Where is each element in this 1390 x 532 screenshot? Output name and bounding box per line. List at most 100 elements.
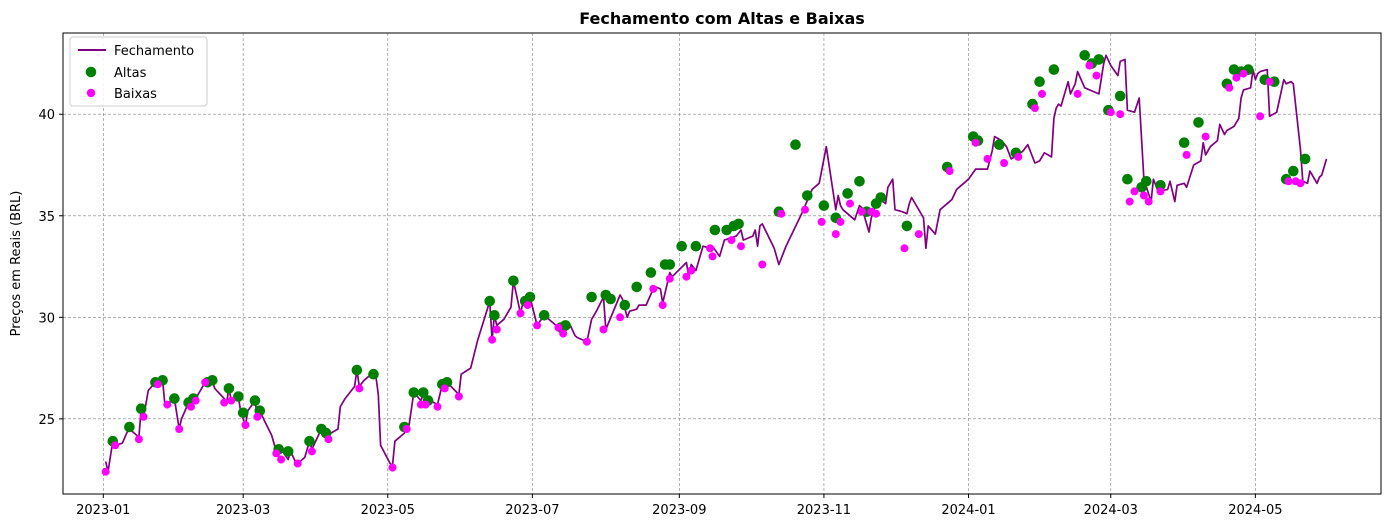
x-tick-label: 2023-01 [76, 503, 130, 518]
low-point [1156, 187, 1165, 196]
low-point [324, 435, 333, 444]
low-point [388, 463, 397, 472]
low-point [454, 392, 463, 401]
high-point [1141, 176, 1152, 187]
high-point [994, 139, 1005, 150]
low-point [599, 325, 608, 334]
low-point [355, 384, 364, 393]
low-point [971, 138, 980, 147]
low-point [758, 260, 767, 269]
x-tick-label: 2024-01 [941, 503, 995, 518]
high-point [304, 435, 315, 447]
legend-marker-highs [85, 66, 97, 78]
low-point [516, 309, 525, 318]
y-tick-label: 30 [38, 311, 55, 326]
low-point [831, 230, 840, 239]
x-tick-label: 2023-11 [797, 503, 851, 518]
low-point [582, 337, 591, 346]
legend-marker-lows [86, 88, 96, 98]
low-point [1256, 112, 1265, 121]
low-point [1265, 77, 1274, 86]
low-point [945, 167, 954, 176]
y-tick-label: 35 [38, 210, 55, 225]
low-point [616, 313, 625, 322]
low-point [559, 329, 568, 338]
high-point [709, 224, 721, 236]
legend-label-lows: Baixas [114, 87, 157, 102]
low-point [1201, 132, 1210, 141]
low-point [554, 323, 563, 332]
low-point [153, 380, 162, 389]
low-point [421, 400, 430, 409]
high-point [124, 421, 135, 433]
low-point [687, 266, 696, 275]
high-point [1048, 64, 1060, 75]
low-point [523, 301, 532, 310]
high-point [645, 267, 657, 278]
legend-label-highs: Altas [114, 66, 147, 81]
high-point [664, 259, 676, 270]
low-point [658, 301, 667, 310]
lows-points [101, 61, 1305, 476]
high-point [842, 188, 853, 199]
low-point [272, 449, 281, 458]
low-point [846, 199, 854, 208]
high-point [538, 310, 550, 321]
x-tick-label: 2023-03 [216, 503, 270, 518]
low-point [201, 378, 210, 387]
low-point [175, 425, 184, 433]
y-tick-label: 40 [38, 108, 55, 123]
low-point [277, 455, 286, 464]
low-point [801, 205, 809, 214]
high-point [223, 383, 235, 394]
low-point [488, 335, 497, 344]
high-point [249, 395, 261, 406]
low-point [307, 447, 316, 456]
high-point [605, 293, 616, 305]
low-point [492, 325, 501, 334]
low-point [253, 412, 262, 421]
low-point [649, 284, 658, 293]
high-point [901, 220, 913, 232]
high-point [368, 368, 379, 380]
low-point [708, 252, 717, 261]
high-point [524, 291, 536, 303]
high-point [1193, 117, 1204, 128]
low-point [191, 396, 200, 405]
low-point [900, 244, 909, 253]
high-point [1122, 173, 1133, 185]
low-point [682, 272, 691, 281]
low-point [241, 421, 250, 429]
low-point [402, 425, 411, 433]
high-point [508, 275, 519, 287]
x-tick-label: 2023-05 [361, 503, 415, 518]
low-point [1182, 150, 1191, 159]
low-point [187, 402, 195, 411]
low-point [665, 274, 674, 283]
low-point [134, 435, 143, 444]
x-tick-label: 2024-05 [1228, 503, 1282, 518]
high-point [1155, 180, 1166, 191]
high-point [676, 240, 687, 252]
low-point [101, 467, 110, 476]
high-point [233, 391, 244, 402]
high-point [282, 446, 294, 457]
x-tick-label: 2024-03 [1084, 503, 1138, 518]
low-point [706, 244, 715, 253]
high-point [1299, 153, 1311, 165]
low-point [163, 400, 172, 409]
high-point [733, 218, 744, 230]
low-point [836, 217, 845, 226]
low-point [737, 242, 745, 251]
low-point [433, 402, 442, 411]
high-point [169, 393, 180, 404]
plot-frame [62, 32, 1382, 495]
high-point [560, 320, 571, 331]
high-point [790, 139, 801, 150]
low-point [1092, 71, 1101, 80]
low-point [1000, 159, 1009, 167]
high-point [854, 176, 865, 187]
low-point [1284, 177, 1293, 186]
y-tick-label: 25 [38, 413, 55, 428]
